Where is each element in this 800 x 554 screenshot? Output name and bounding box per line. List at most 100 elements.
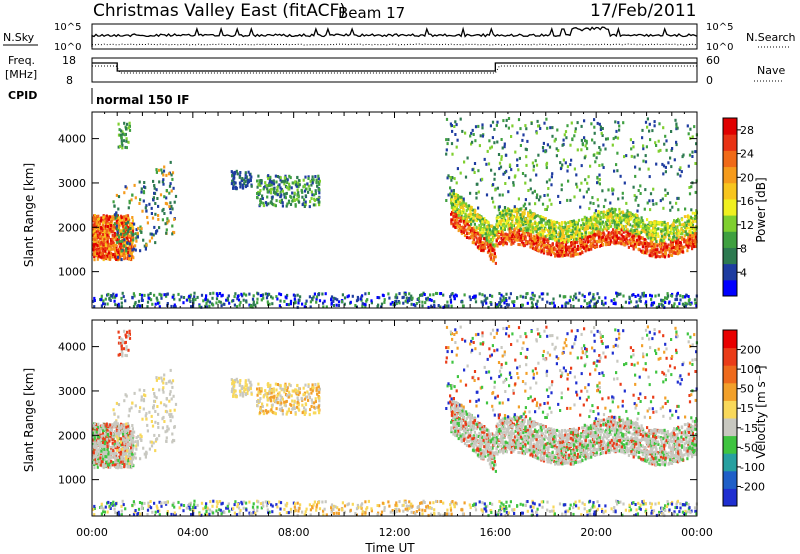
power-cell [464, 214, 467, 218]
power-cell [672, 246, 676, 249]
power-cell [311, 298, 314, 302]
power-cell [161, 218, 164, 222]
power-cell [577, 298, 580, 302]
power-cell [128, 242, 131, 246]
power-cell [543, 194, 546, 197]
power-cell [481, 234, 484, 238]
nave-label: Nave [757, 64, 785, 77]
power-cell [157, 214, 160, 217]
nave-series-line [92, 65, 697, 74]
power-cell [598, 182, 601, 186]
power-cell [311, 175, 314, 179]
power-cell [421, 304, 424, 308]
power-cell [472, 240, 475, 244]
power-cell [456, 167, 459, 171]
power-cell [598, 228, 601, 232]
power-cell [155, 170, 158, 174]
power-cell [493, 252, 496, 256]
power-cell [504, 238, 507, 242]
power-cell [125, 232, 128, 236]
power-cell [200, 293, 204, 297]
freq-unit-label: [MHz] [5, 68, 37, 81]
power-cell [279, 176, 282, 180]
power-cell [92, 234, 95, 238]
power-cell [694, 219, 697, 223]
power-cell [691, 150, 694, 154]
power-cell [245, 293, 248, 297]
power-cell [553, 229, 556, 233]
power-cell [665, 139, 668, 143]
power-cell [95, 220, 99, 224]
power-cell [505, 236, 508, 239]
power-cell [601, 220, 604, 224]
power-cell [280, 193, 283, 197]
power-cell [605, 137, 608, 141]
power-cell [617, 197, 620, 201]
power-cell [488, 139, 491, 143]
power-cell [690, 221, 693, 225]
power-cell [616, 294, 619, 298]
power-cell [686, 233, 689, 237]
power-cell [129, 234, 132, 238]
power-cell [370, 299, 373, 303]
power-cell [332, 304, 335, 307]
power-cell [461, 300, 464, 304]
power-cell [661, 222, 664, 226]
power-cell [454, 133, 457, 136]
power-cell [513, 207, 516, 211]
power-cell [649, 254, 652, 258]
power-cell [694, 245, 697, 248]
power-cell [686, 124, 689, 128]
power-cell [130, 198, 133, 202]
power-cell [601, 222, 604, 226]
power-cell [653, 120, 656, 124]
power-cell [542, 218, 545, 222]
power-cell [429, 293, 432, 297]
power-cell [120, 141, 123, 145]
power-cell [663, 235, 666, 239]
power-cell [555, 154, 558, 158]
power-cell [532, 168, 535, 172]
power-cell [534, 202, 537, 206]
power-cell [676, 126, 679, 130]
power-cell [523, 211, 526, 215]
power-cell [524, 219, 527, 223]
power-cell [496, 225, 499, 229]
beam-label: Beam 17 [338, 4, 405, 22]
power-cell [545, 180, 549, 184]
power-cell [563, 253, 566, 257]
power-cell [489, 238, 492, 241]
power-cell [603, 225, 606, 229]
power-cell [94, 235, 97, 239]
power-cell [596, 229, 599, 233]
power-cell [455, 123, 458, 127]
power-cell [641, 241, 644, 245]
power-cell [112, 224, 115, 228]
power-cell [558, 254, 561, 258]
power-cell [125, 139, 128, 143]
power-cell [555, 225, 558, 229]
power-cell [160, 168, 163, 172]
power-cell [561, 143, 564, 147]
power-cell [126, 241, 129, 245]
power-cell [92, 299, 95, 303]
power-cell [511, 300, 514, 304]
power-cell [504, 218, 507, 222]
power-cell [286, 181, 289, 184]
power-cell [662, 304, 665, 308]
power-cell [674, 227, 677, 231]
power-cell [110, 294, 113, 298]
power-cell [573, 294, 576, 298]
power-cell [484, 246, 487, 250]
power-cell [126, 226, 129, 230]
power-cell [572, 223, 575, 227]
power-cell [576, 121, 579, 125]
power-cell [173, 200, 176, 204]
power-cell [118, 257, 121, 261]
power-cell [99, 255, 102, 259]
power-cell [672, 239, 676, 243]
power-cell [131, 193, 134, 197]
power-cell [675, 239, 678, 243]
power-cell [586, 147, 589, 151]
power-cell [595, 243, 598, 247]
